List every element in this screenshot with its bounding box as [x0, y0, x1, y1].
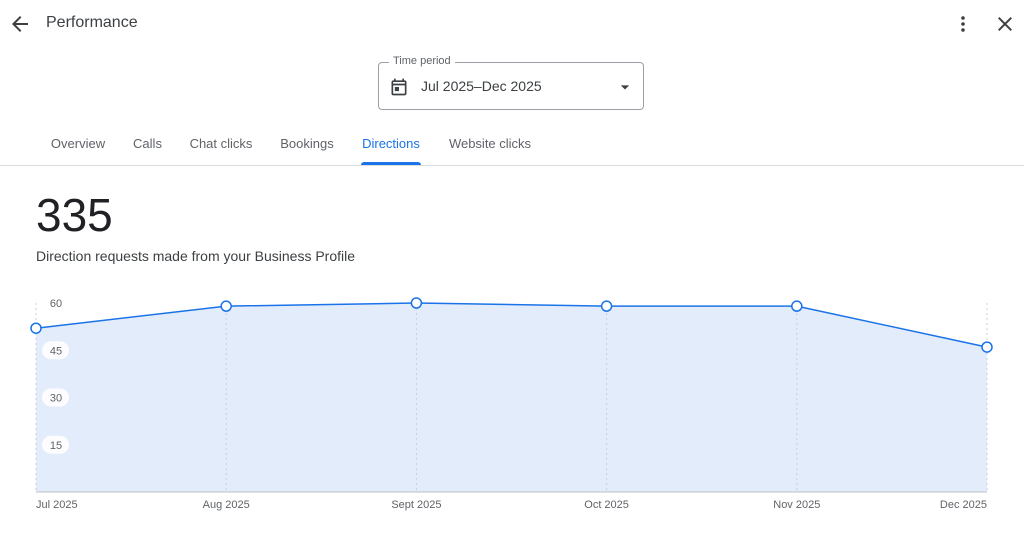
metric-description: Direction requests made from your Busine…: [36, 248, 356, 264]
y-tick-label-bg: [42, 435, 69, 454]
x-tick-label: Nov 2025: [773, 499, 820, 511]
x-tick-label: Jul 2025: [36, 499, 78, 511]
time-period-label: Time period: [389, 55, 455, 67]
page-title: Performance: [46, 14, 138, 31]
caret-down-icon: [615, 77, 635, 97]
chart-data-point: [791, 300, 803, 312]
chart-data-point: [30, 322, 42, 334]
y-tick-label-bg: [42, 341, 69, 360]
x-tick-label: Sept 2025: [391, 499, 441, 511]
time-period-select[interactable]: Time period Jul 2025–Dec 2025: [378, 55, 644, 110]
tab-chat-clicks[interactable]: Chat clicks: [189, 136, 253, 151]
close-icon[interactable]: [993, 12, 1017, 36]
metric-value: 335: [36, 189, 113, 241]
x-tick-label: Oct 2025: [584, 499, 629, 511]
y-tick-label: 60: [50, 298, 62, 310]
chart-area: [36, 303, 987, 492]
calendar-icon: [389, 77, 409, 97]
more-vert-icon[interactable]: [951, 12, 975, 36]
chart-series-line: [35, 302, 988, 348]
chart-data-point: [600, 300, 613, 312]
x-tick-label: Dec 2025: [940, 499, 987, 511]
chart-data-point: [981, 341, 993, 353]
y-tick-label-bg: [42, 294, 69, 312]
tab-bookings[interactable]: Bookings: [280, 136, 334, 151]
arrow-back-icon[interactable]: [8, 12, 32, 36]
time-period-value: Jul 2025–Dec 2025: [421, 78, 542, 94]
y-tick-label: 45: [50, 345, 62, 357]
y-tick-label-bg: [42, 388, 69, 407]
chart-data-point: [410, 297, 423, 309]
x-tick-label: Aug 2025: [203, 499, 250, 511]
tab-bar: Overview Calls Chat clicks Bookings Dire…: [0, 128, 1024, 166]
chart-data-point: [220, 300, 232, 312]
tab-calls[interactable]: Calls: [133, 136, 162, 151]
header: Performance: [0, 0, 1024, 48]
y-tick-label: 30: [50, 393, 62, 405]
tab-website-clicks[interactable]: Website clicks: [448, 136, 532, 151]
y-tick-label: 15: [50, 440, 62, 452]
directions-chart: 15 30 45 60 Jul 2025 Aug 2025 Sept 2025 Oct 202…: [30, 294, 993, 511]
tab-directions[interactable]: Directions: [361, 128, 421, 165]
tab-overview[interactable]: Overview: [50, 136, 106, 151]
